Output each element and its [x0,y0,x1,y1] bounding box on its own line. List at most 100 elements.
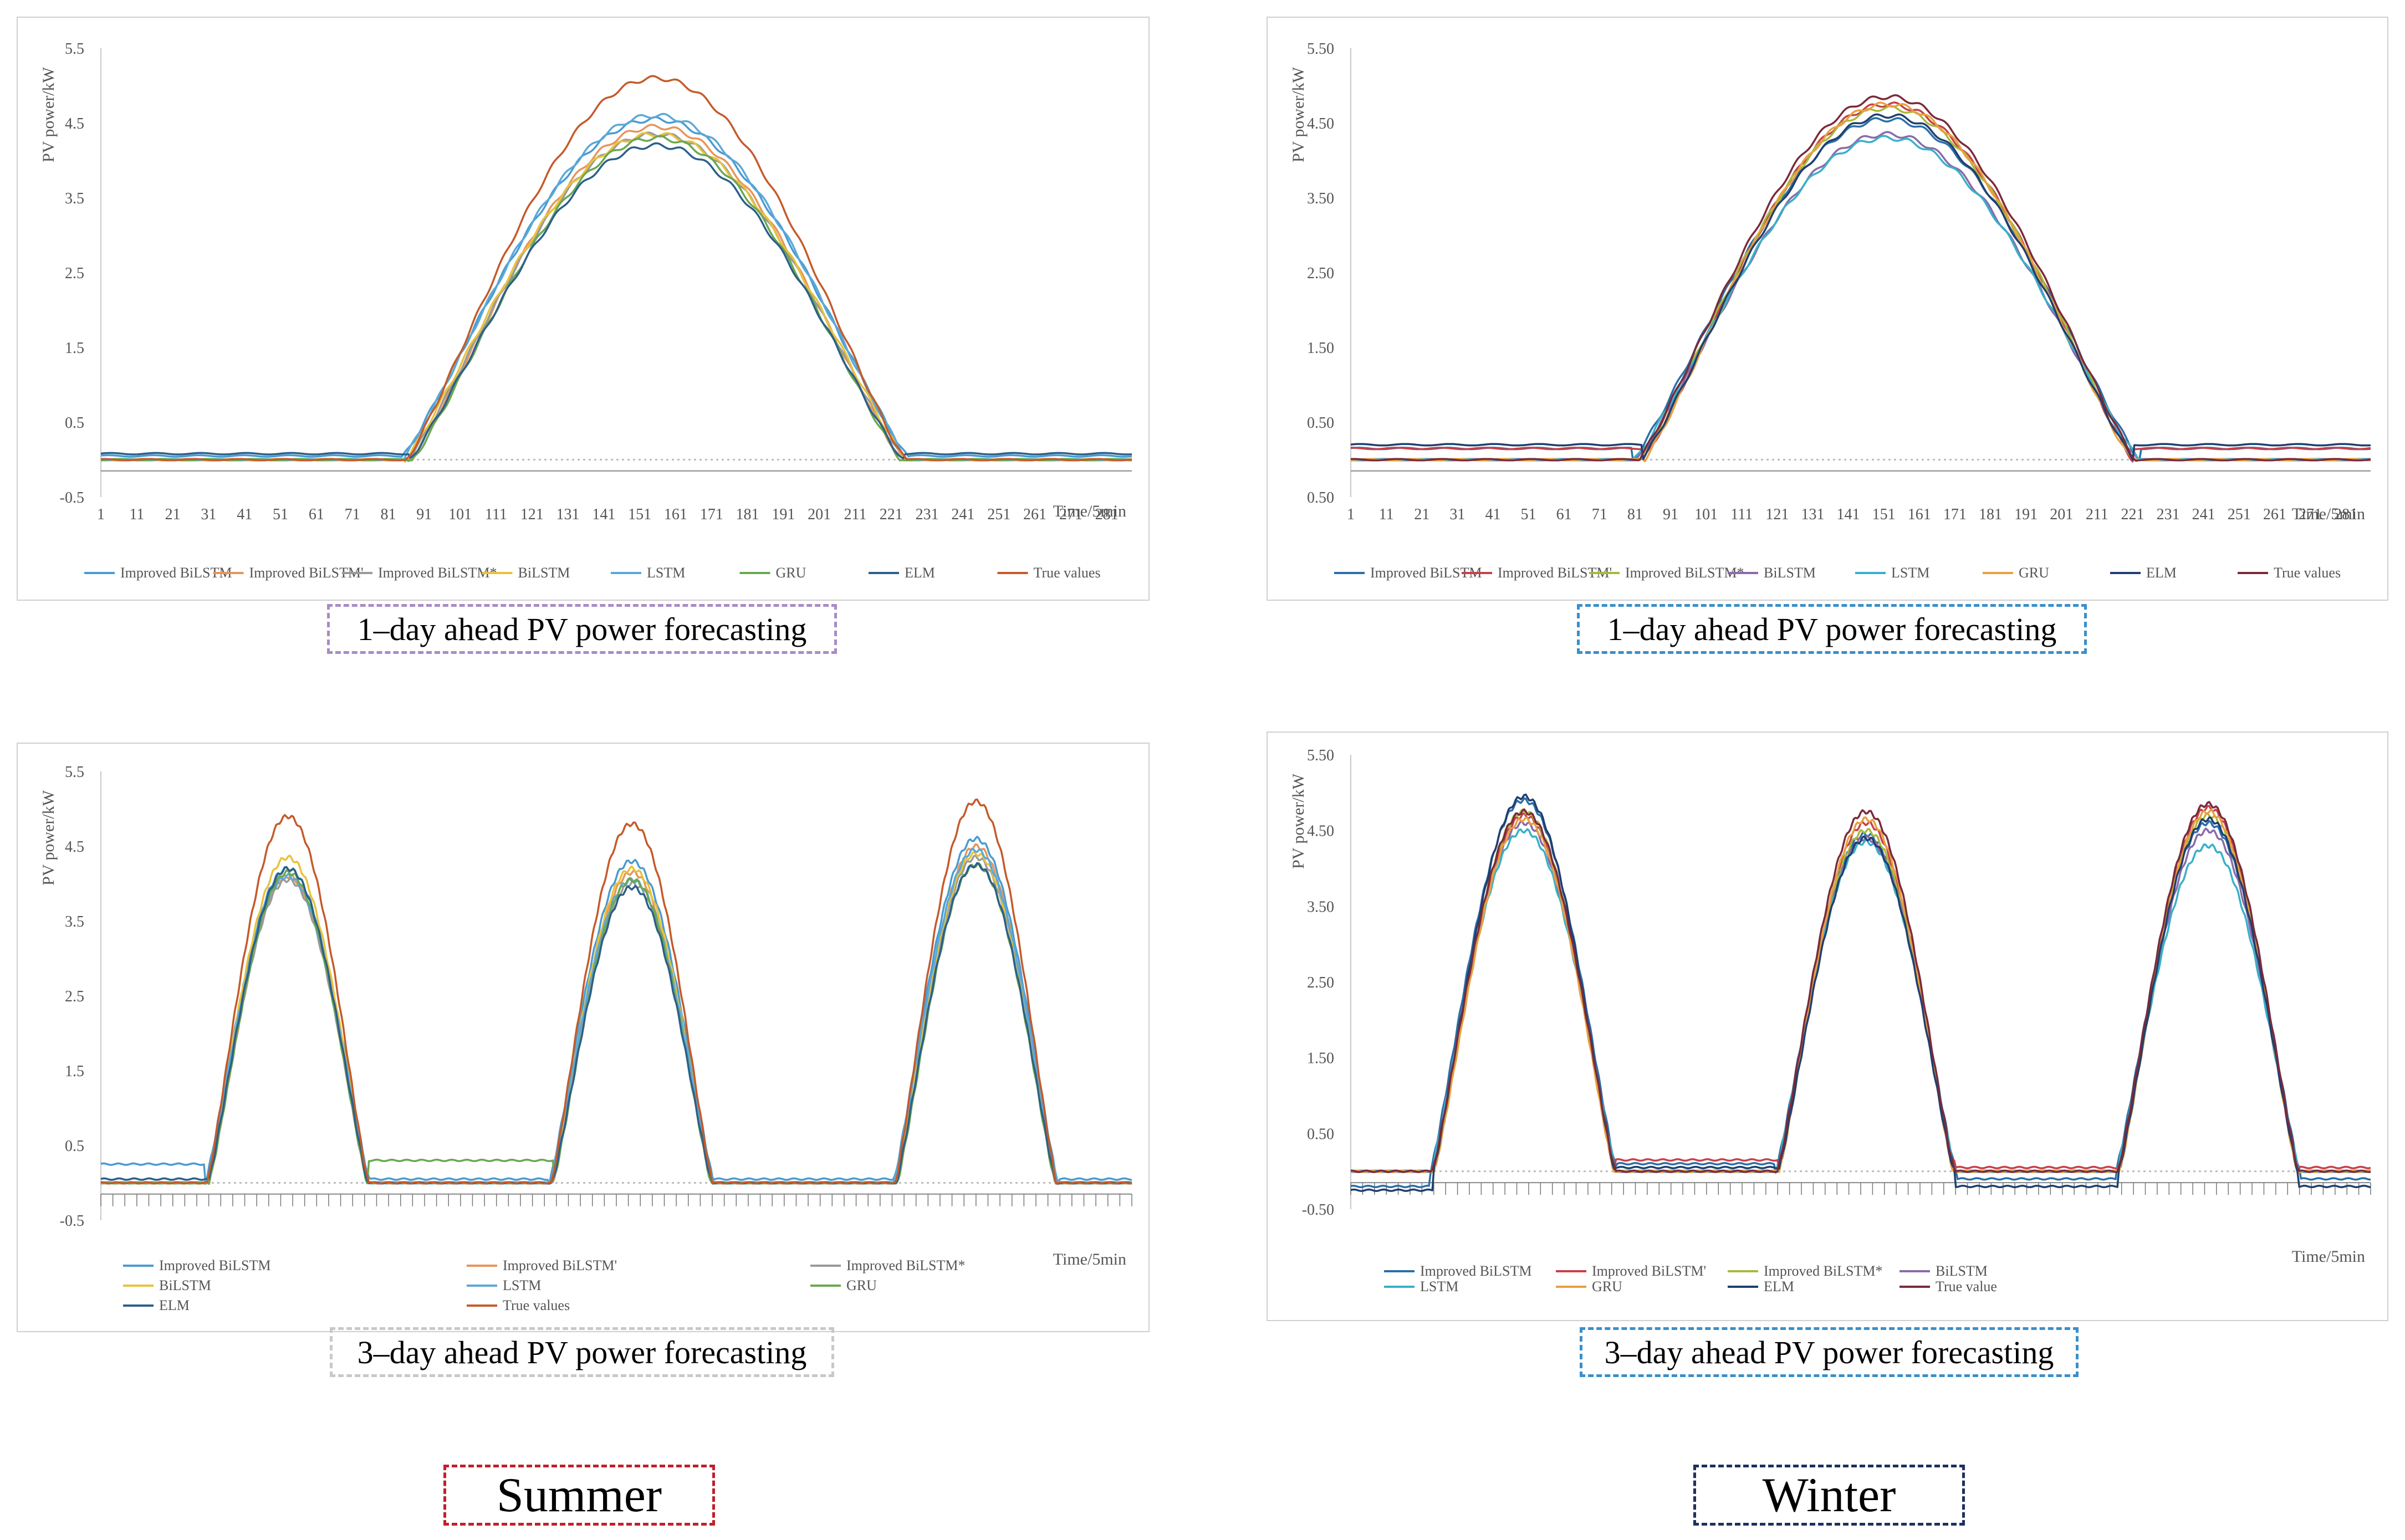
legend-label-lstm: LSTM [1420,1278,1458,1295]
legend-label-true-value: True value [1936,1278,1997,1295]
chart-winter-3day: 5.50 4.50 3.50 2.50 1.50 0.50 -0.50 PV power/kW… [1289,747,2371,1295]
series-line-improved-bilstm [100,131,1132,462]
y-tick-label: 1.50 [1307,340,1334,357]
y-tick-label: 2.5 [65,988,84,1005]
y-axis-label: PV power/kW [39,66,58,162]
x-tick-label: 261 [1023,506,1046,523]
chart-summer-1day: 5.54.53.52.51.50.5-0.5PV power/kW1 11 21 31… [39,40,1132,581]
y-tick-label: 4.5 [65,838,84,856]
y-tick-label: 0.50 [1307,415,1334,432]
legend-label-improved-bilstm: Improved BiLSTM' [1592,1263,1706,1279]
x-tick-label: 11 [1379,506,1394,523]
y-tick-label: 3.50 [1307,190,1334,207]
y-tick-label: 3.5 [65,913,84,930]
series-line-elm [100,862,1132,1185]
x-tick-label: 281 [2334,506,2357,523]
x-tick-label: 11 [129,506,144,523]
legend-label-lstm: LSTM [1891,565,1929,581]
x-tick-label: 231 [916,506,939,523]
y-tick-label: 1.5 [65,1063,84,1080]
legend-label-improved-bilstm: Improved BiLSTM' [503,1257,617,1273]
legend-label-elm: ELM [2146,565,2177,581]
x-tick-label: 151 [1872,506,1896,523]
legend-label-gru: GRU [846,1277,877,1293]
series-line-lstm [1350,828,2371,1174]
y-tick-label: 5.5 [65,40,84,58]
x-tick-label: 131 [1801,506,1824,523]
series-line-gru [100,135,1132,462]
x-tick-label: 121 [1765,506,1789,523]
x-tick-label: 111 [485,506,507,523]
series-line-elm [100,142,1132,459]
y-tick-label: 0.5 [65,1138,84,1155]
caption-winter-3day: 3–day ahead PV power forecasting [1580,1327,2079,1377]
y-tick-label: 0.5 [65,415,84,432]
x-tick-label: 41 [237,506,252,523]
legend-label-true-values: True values [503,1297,570,1313]
x-tick-label: 211 [2086,506,2108,523]
y-axis-label: PV power/kW [39,790,58,886]
series-line-improved-bilstm [1351,101,2371,463]
series-line-elm [1350,113,2371,461]
legend-label-true-values: True values [1034,565,1101,581]
legend-label-elm: ELM [159,1297,190,1313]
y-tick-label: 1.5 [65,340,84,357]
x-axis-label: Time/5min [1053,502,1126,520]
x-tick-label: 191 [2014,506,2038,523]
legend-label-true-values: True values [2274,565,2341,581]
legend-label-improved-bilstm: Improved BiLSTM [1420,1263,1532,1279]
y-tick-label: -0.5 [60,489,84,506]
x-tick-label: 211 [844,506,866,523]
x-tick-label: 271 [1059,506,1082,523]
legend-label-elm: ELM [905,565,935,581]
x-tick-label: 241 [2192,506,2215,523]
series-line-gru [1350,101,2371,463]
legend-label-bilstm: BiLSTM [1936,1263,1988,1279]
x-tick-label: 81 [1627,506,1643,523]
x-tick-label: 31 [1449,506,1465,523]
x-axis-label: Time/5min [2292,505,2365,523]
series-line-bilstm [1350,131,2371,462]
y-tick-label: 0.50 [1307,489,1334,506]
x-tick-label: 251 [987,506,1010,523]
y-tick-label: 4.5 [65,115,84,132]
legend-label-bilstm: BiLSTM [1764,565,1816,581]
x-tick-label: 51 [1521,506,1536,523]
x-axis-label: Time/5min [2292,1247,2365,1266]
x-tick-label: 31 [201,506,216,523]
x-axis-label: Time/5min [1053,1250,1126,1268]
legend-label-gru: GRU [776,565,806,581]
y-axis-label: PV power/kW [1289,773,1308,869]
series-line-true-values [101,75,1132,462]
x-tick-label: 181 [736,506,759,523]
x-tick-label: 221 [2121,506,2144,523]
series-line-true-values [101,798,1132,1185]
series-line-improved-bilstm [1350,808,2371,1174]
y-tick-label: 3.50 [1307,898,1334,915]
x-tick-label: 171 [1943,506,1967,523]
y-tick-label: 3.5 [65,190,84,207]
legend-label-gru: GRU [2019,565,2049,581]
x-tick-label: 21 [165,506,181,523]
series-line-improved-bilstm [1350,105,2371,462]
legend-label-bilstm: BiLSTM [518,565,570,581]
y-tick-label: 4.50 [1307,823,1334,840]
series-line-bilstm [1350,820,2371,1173]
series-line-bilstm [100,132,1132,463]
series-line-true-values [1351,94,2371,462]
series-line-improved-bilstm [1350,797,2371,1189]
x-tick-label: 121 [520,506,544,523]
series-line-elm [1350,794,2371,1192]
chart-winter-1day: 5.50 4.50 3.50 2.50 1.50 0.50 0.50 PV power/kW 1… [1289,40,2371,581]
x-tick-label: 21 [1414,506,1429,523]
series-line-improved-bilstm [101,124,1132,462]
y-tick-label: 5.5 [65,764,84,781]
x-tick-label: 101 [448,506,472,523]
legend-label-improved-bilstm: Improved BiLSTM* [1625,565,1744,581]
season-label-winter: Winter [1693,1465,1965,1526]
caption-winter-1day: 1–day ahead PV power forecasting [1577,604,2087,654]
season-label-summer: Summer [443,1465,715,1526]
legend-label-improved-bilstm: Improved BiLSTM* [378,565,497,581]
legend-label-improved-bilstm: Improved BiLSTM* [1764,1263,1883,1279]
x-tick-label: 1 [97,506,105,523]
